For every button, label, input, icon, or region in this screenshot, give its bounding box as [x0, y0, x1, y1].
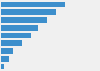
Bar — [1, 40, 22, 46]
Bar — [1, 48, 13, 54]
Bar — [1, 25, 38, 31]
Bar — [1, 2, 65, 7]
Bar — [1, 33, 30, 38]
Bar — [1, 56, 9, 62]
Bar — [1, 17, 47, 23]
Bar — [1, 64, 4, 69]
Bar — [1, 9, 56, 15]
